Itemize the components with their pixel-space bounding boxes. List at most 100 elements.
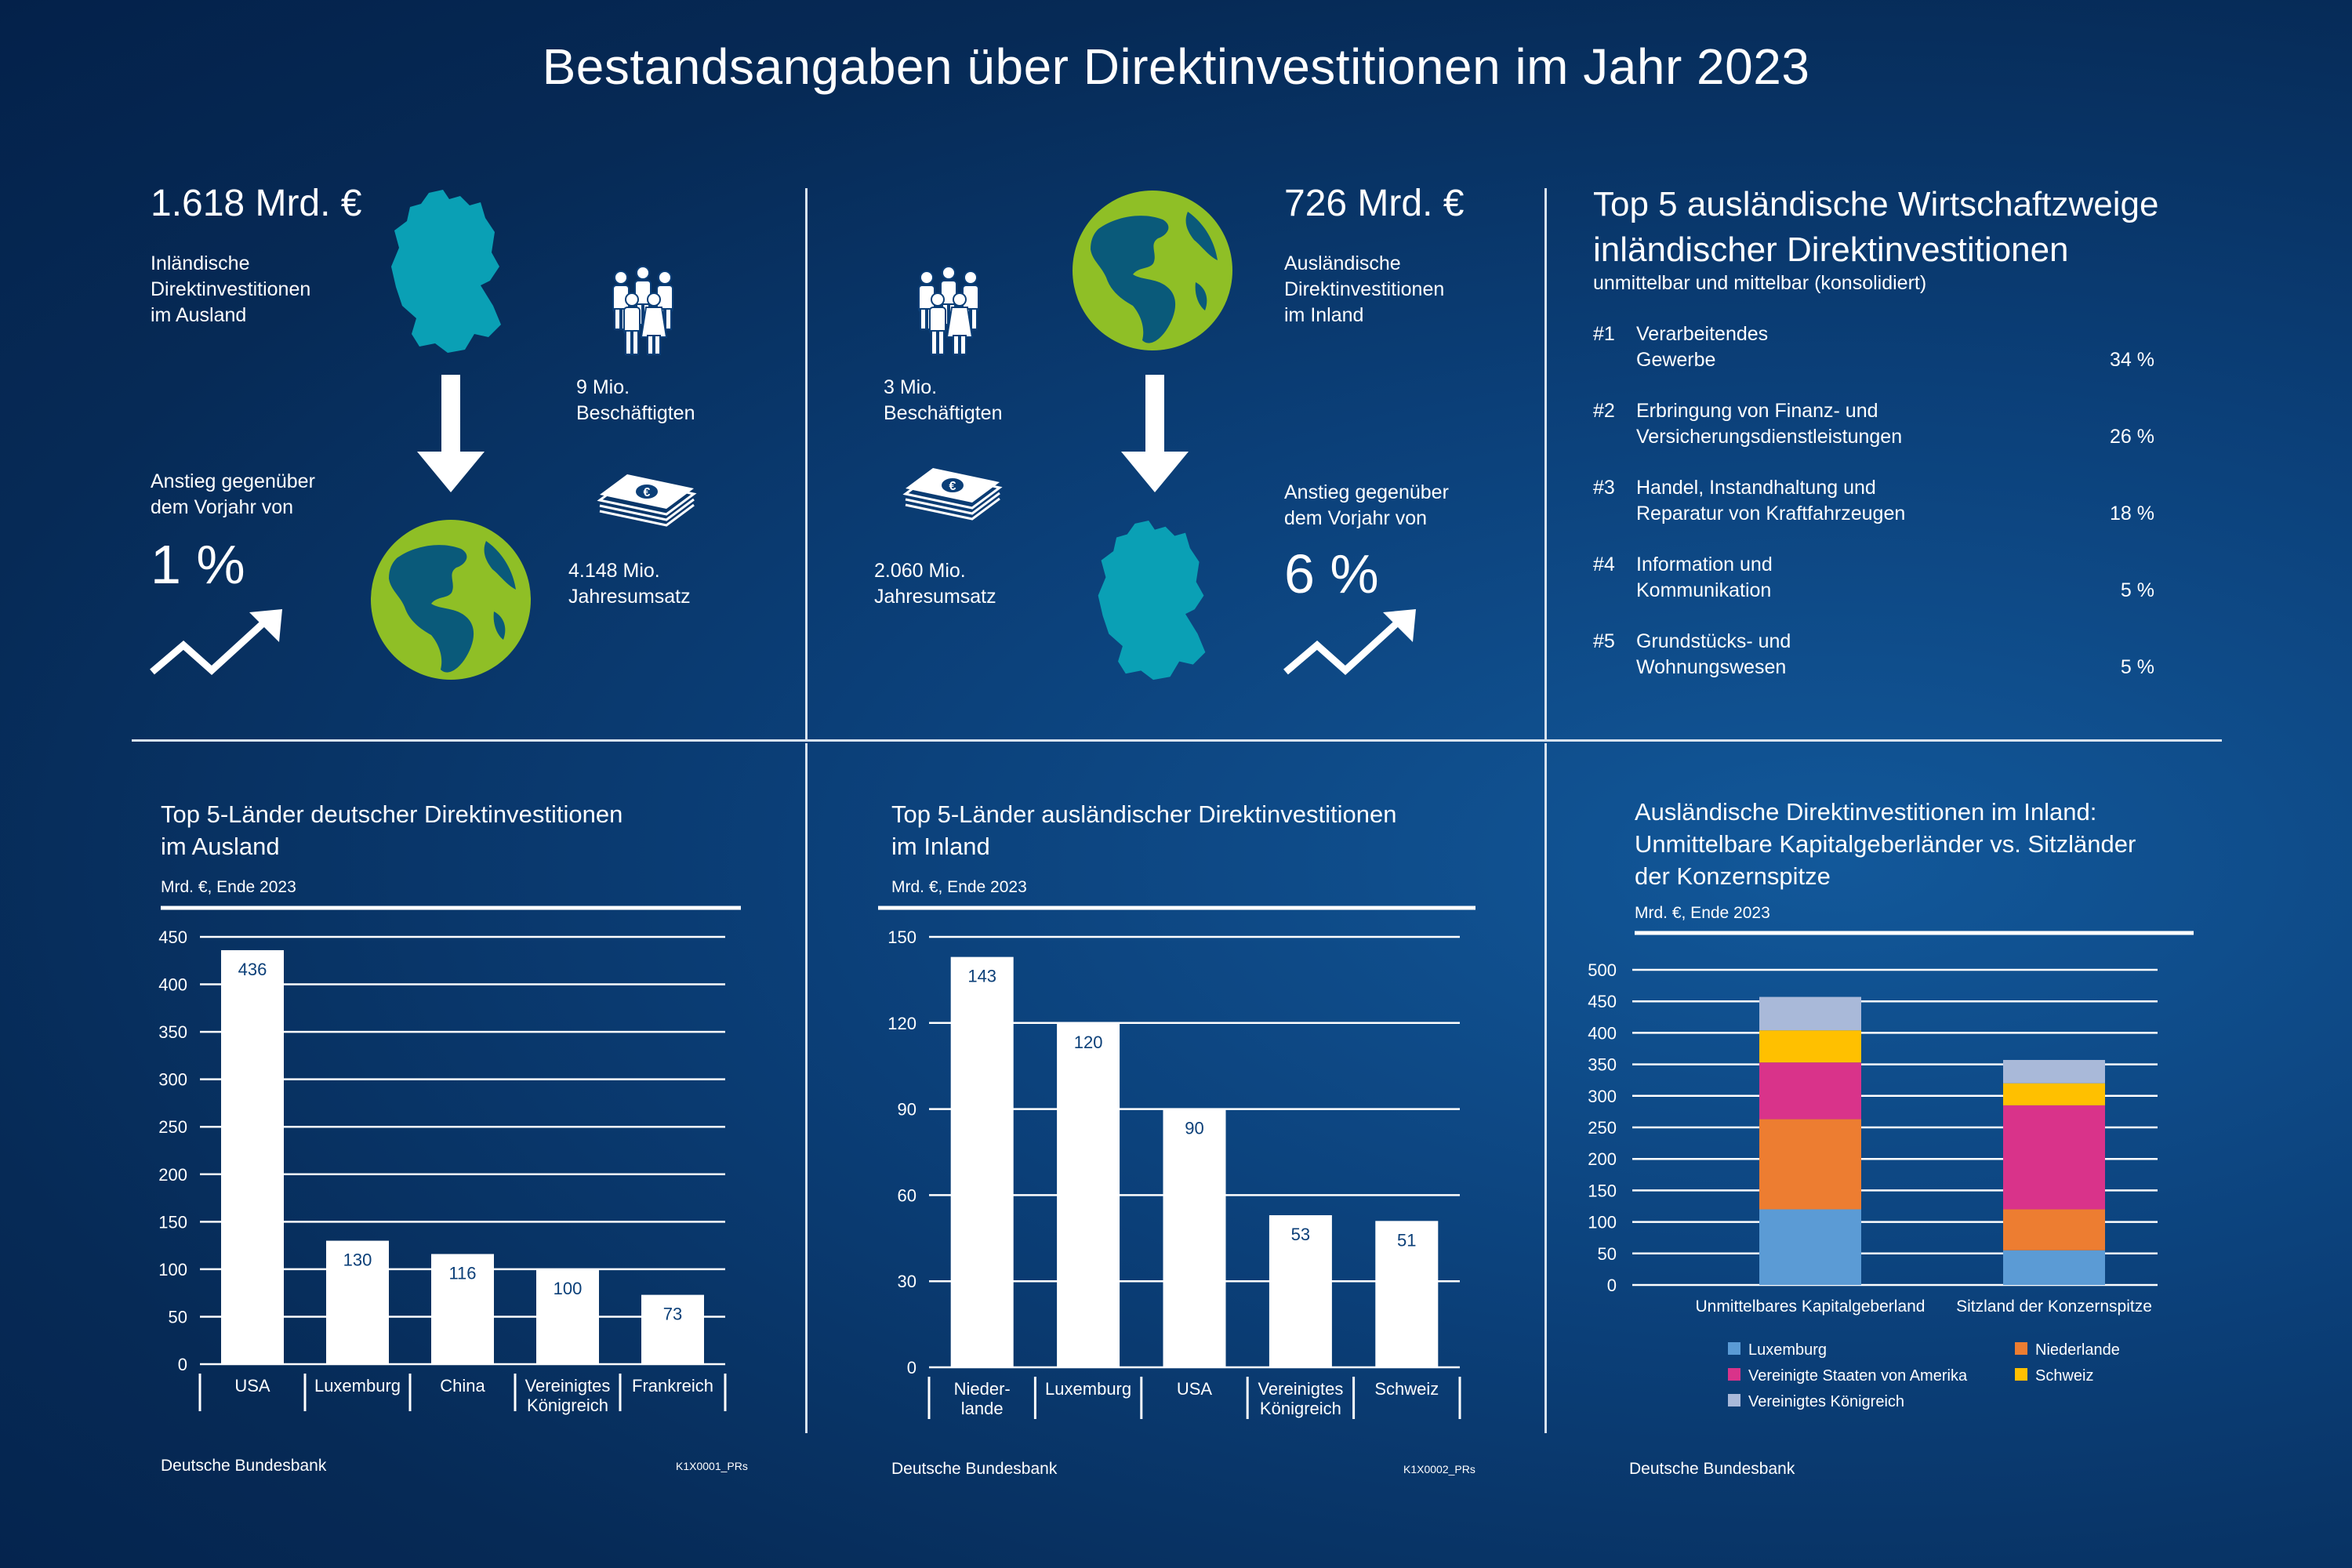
bar — [326, 1240, 389, 1364]
stacked-bar-segment — [2003, 1250, 2105, 1285]
legend-swatch — [1728, 1368, 1740, 1381]
left-increase-line: dem Vorjahr von — [151, 496, 294, 518]
bar-value-label: 51 — [1397, 1230, 1416, 1250]
sector-name-line: Versicherungsdienstleistungen — [1636, 426, 1903, 448]
middle-employees-line: 3 Mio. — [884, 376, 938, 398]
middle-revenue-line: Jahresumsatz — [874, 586, 996, 608]
left-employees: 9 Mio. Beschäftigten — [576, 375, 695, 426]
y-tick-label: 250 — [1588, 1118, 1617, 1138]
middle-increase-value: 6 % — [1284, 543, 1379, 604]
left-employees-line: 9 Mio. — [576, 376, 630, 398]
x-tick-label: Luxemburg — [1045, 1379, 1131, 1399]
chart2-unit: Mrd. €, Ende 2023 — [891, 878, 1027, 896]
x-tick-label: USA — [1177, 1379, 1213, 1399]
y-tick-label: 0 — [1607, 1276, 1617, 1295]
sector-share: 18 % — [2110, 503, 2154, 524]
middle-increase-label: Anstieg gegenüber dem Vorjahr von — [1284, 480, 1449, 532]
legend-label: Niederlande — [2035, 1341, 2120, 1359]
y-tick-label: 100 — [158, 1260, 187, 1279]
legend-swatch — [2015, 1368, 2027, 1381]
bar — [536, 1269, 599, 1364]
bar — [1269, 1215, 1332, 1367]
page-title: Bestandsangaben über Direktinvestitionen… — [542, 38, 1810, 95]
y-tick-label: 250 — [158, 1117, 187, 1137]
sectors-title-line: Top 5 ausländische Wirtschaftzweige — [1593, 185, 2159, 223]
bar — [641, 1294, 704, 1364]
x-tick-label: Unmittelbares Kapitalgeberland — [1695, 1298, 1925, 1316]
bar-value-label: 73 — [663, 1305, 682, 1324]
x-tick-label: Vereinigtes — [525, 1376, 611, 1396]
divider-vertical-1 — [805, 188, 808, 741]
y-tick-label: 120 — [887, 1014, 916, 1033]
bar-value-label: 130 — [343, 1250, 372, 1270]
y-tick-label: 150 — [887, 927, 916, 947]
banknote-stack-icon: € — [597, 474, 697, 527]
people-group-icon — [918, 266, 979, 355]
chart3-unit: Mrd. €, Ende 2023 — [1635, 904, 1770, 922]
stacked-bar-segment — [2003, 1209, 2105, 1250]
sector-name-line: Wohnungswesen — [1636, 656, 1787, 678]
globe-icon — [371, 520, 531, 680]
legend-label: Luxemburg — [1748, 1341, 1827, 1359]
svg-text:€: € — [644, 486, 651, 499]
sector-name-line: Grundstücks- und — [1636, 630, 1791, 652]
chart1-unit: Mrd. €, Ende 2023 — [161, 878, 296, 896]
y-tick-label: 200 — [158, 1165, 187, 1185]
bar — [221, 949, 284, 1364]
y-tick-label: 30 — [898, 1272, 916, 1291]
left-label-line: Direktinvestitionen — [151, 278, 311, 300]
y-tick-label: 400 — [1588, 1023, 1617, 1043]
left-increase-value: 1 % — [151, 534, 245, 595]
middle-employees: 3 Mio. Beschäftigten — [884, 375, 1003, 426]
y-tick-label: 450 — [158, 927, 187, 947]
left-label-line: im Ausland — [151, 304, 247, 326]
sector-rank: #4 — [1593, 554, 1615, 575]
y-tick-label: 60 — [898, 1185, 916, 1205]
y-tick-label: 500 — [1588, 960, 1617, 980]
germany-map-icon — [1098, 520, 1206, 681]
sector-name-line: Gewerbe — [1636, 349, 1716, 371]
y-tick-label: 90 — [898, 1100, 916, 1120]
divider-vertical-2 — [1544, 188, 1547, 741]
banknote-stack-icon: € — [902, 468, 1003, 521]
stacked-bar-segment — [2003, 1083, 2105, 1105]
legend-label: Schweiz — [2035, 1367, 2093, 1385]
x-tick-label: Königreich — [1260, 1399, 1341, 1418]
middle-amount: 726 Mrd. € — [1284, 183, 1465, 224]
sector-share: 5 % — [2120, 579, 2154, 601]
left-label-line: Inländische — [151, 252, 250, 274]
middle-employees-line: Beschäftigten — [884, 402, 1003, 424]
sector-name-line: Reparatur von Kraftfahrzeugen — [1636, 503, 1906, 524]
sector-rank: #3 — [1593, 477, 1615, 499]
bar — [950, 956, 1014, 1367]
y-tick-label: 150 — [1588, 1181, 1617, 1200]
germany-map-icon — [391, 190, 501, 353]
left-revenue: 4.148 Mio. Jahresumsatz — [568, 558, 691, 610]
y-tick-label: 200 — [1588, 1149, 1617, 1169]
down-arrow-icon — [417, 375, 485, 492]
legend-swatch — [1728, 1394, 1740, 1406]
sector-name: Grundstücks- und Wohnungswesen — [1636, 629, 1791, 681]
left-revenue-line: 4.148 Mio. — [568, 560, 660, 582]
trend-up-icon — [1283, 609, 1416, 676]
sector-name: Handel, Instandhaltung und Reparatur von … — [1636, 475, 1905, 527]
x-tick-label: Schweiz — [1374, 1379, 1439, 1399]
middle-label-line: im Inland — [1284, 304, 1364, 326]
chart1-title-line: im Ausland — [161, 833, 280, 860]
y-tick-label: 100 — [1588, 1213, 1617, 1232]
legend-swatch — [1728, 1342, 1740, 1355]
sector-name: Information und Kommunikation — [1636, 552, 1773, 604]
chart3-title-line: Ausländische Direktinvestitionen im Inla… — [1635, 798, 2097, 826]
y-tick-label: 50 — [1598, 1244, 1617, 1264]
x-tick-label: China — [440, 1376, 485, 1396]
y-tick-label: 0 — [907, 1358, 916, 1377]
divider-vertical-4 — [1544, 743, 1547, 1433]
bar — [431, 1254, 494, 1364]
sector-name-line: Kommunikation — [1636, 579, 1772, 601]
y-tick-label: 300 — [1588, 1087, 1617, 1106]
bar-value-label: 100 — [554, 1279, 583, 1298]
sector-name-line: Information und — [1636, 554, 1773, 575]
sector-rank: #5 — [1593, 630, 1615, 652]
chart3-title: Ausländische Direktinvestitionen im Inla… — [1635, 796, 2136, 892]
